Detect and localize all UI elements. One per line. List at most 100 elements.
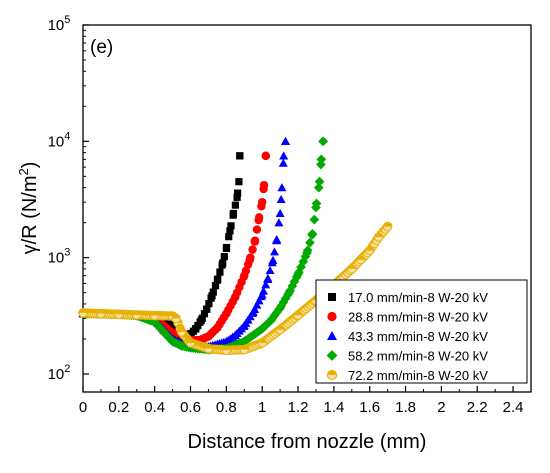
data-point (300, 251, 311, 262)
data-point (114, 309, 124, 319)
y-tick-label: 105 (48, 14, 71, 34)
x-tick-label: 1 (258, 399, 266, 416)
data-point (252, 300, 262, 309)
x-tick-label: 2.4 (503, 399, 524, 416)
y-tick-exp: 3 (64, 247, 70, 259)
data-point (230, 330, 240, 339)
data-point (275, 325, 285, 335)
y-tick-base: 10 (48, 250, 65, 267)
x-tick-label: 1.8 (395, 399, 416, 416)
data-point (265, 265, 275, 275)
data-point (261, 280, 271, 289)
data-point (275, 208, 285, 218)
data-point (236, 152, 244, 160)
data-point (176, 340, 187, 351)
legend-box (315, 279, 528, 384)
panel-label: (e) (90, 37, 113, 58)
y-tick-label: 103 (48, 247, 71, 267)
data-point (279, 151, 289, 160)
data-point (250, 236, 260, 245)
data-point (316, 159, 326, 170)
y-tick-exp: 5 (64, 14, 70, 26)
data-point (280, 136, 290, 145)
data-point (313, 182, 324, 193)
data-point-half (258, 338, 267, 343)
data-point (222, 244, 230, 253)
data-point-half (177, 327, 186, 332)
data-point (287, 281, 298, 291)
data-point (269, 310, 280, 321)
data-point (280, 293, 291, 304)
legend-marker (328, 293, 336, 301)
data-point (240, 271, 249, 280)
data-point (200, 310, 209, 318)
data-point (96, 308, 106, 319)
data-point (192, 325, 200, 333)
data-point (347, 264, 357, 274)
data-point (293, 310, 303, 320)
data-point (205, 300, 213, 308)
data-point (266, 315, 277, 326)
data-point (311, 202, 321, 213)
data-point (314, 176, 325, 187)
data-point-half (222, 346, 231, 351)
data-point (235, 178, 243, 186)
data-point (252, 225, 262, 234)
data-point (307, 229, 318, 239)
y-tick-label: 104 (48, 130, 71, 150)
data-point (231, 292, 240, 302)
data-point (296, 262, 306, 272)
data-point (204, 332, 213, 341)
y-tick-label: 102 (48, 363, 71, 383)
x-tick-label: 2 (437, 399, 445, 416)
data-point (248, 245, 257, 254)
data-point (305, 237, 315, 248)
legend-marker (326, 350, 338, 361)
data-point (78, 308, 88, 318)
data-point (219, 259, 227, 267)
data-point-half (132, 310, 141, 315)
data-point (356, 255, 366, 265)
y-axis-title-end: ) (19, 162, 41, 169)
x-tick-label: 1.4 (323, 399, 344, 416)
data-point (277, 183, 287, 192)
legend-marker (327, 311, 337, 322)
x-axis: 0 0.2 0.4 0.6 0.8 1 1.2 1.4 1.6 1.8 2 2.2 2.4 (79, 386, 524, 416)
data-point-half (171, 314, 181, 319)
data-point (382, 221, 393, 232)
data-point (197, 316, 205, 324)
data-point (158, 327, 169, 337)
data-point (254, 296, 264, 305)
legend-label: 17.0 mm/min-8 W-20 kV (348, 290, 488, 305)
data-point-half (240, 345, 249, 350)
data-point (186, 330, 195, 338)
data-point (318, 136, 328, 147)
data-point-half (150, 311, 159, 316)
data-point (203, 343, 214, 354)
data-point (149, 317, 160, 327)
y-tick-base: 10 (48, 133, 65, 150)
data-point (239, 344, 249, 355)
data-point (261, 151, 270, 161)
y-tick-base: 10 (48, 366, 65, 383)
data-point (245, 256, 254, 265)
data-point (213, 276, 221, 284)
data-point (220, 253, 228, 261)
data-point (275, 303, 285, 313)
data-point (169, 323, 177, 331)
data-point (269, 247, 279, 256)
data-point (248, 307, 258, 316)
data-point (231, 201, 239, 209)
x-tick-label: 2.2 (467, 399, 488, 416)
data-point (284, 287, 294, 298)
x-tick-label: 0.6 (180, 399, 201, 416)
data-point (258, 197, 267, 207)
legend-marker (327, 331, 337, 340)
series-5 (78, 221, 393, 355)
data-point (298, 256, 309, 267)
data-point (211, 282, 220, 290)
data-point (149, 310, 160, 321)
x-axis-title: Distance from nozzle (mm) (188, 431, 427, 453)
data-point (221, 337, 231, 346)
data-point-half (275, 325, 285, 330)
